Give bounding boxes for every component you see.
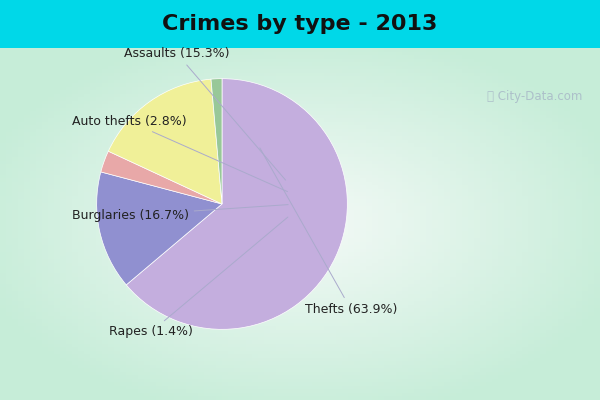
Text: Crimes by type - 2013: Crimes by type - 2013: [163, 14, 437, 34]
Text: Rapes (1.4%): Rapes (1.4%): [109, 217, 288, 338]
Text: ⓘ City-Data.com: ⓘ City-Data.com: [487, 90, 582, 103]
Text: Assaults (15.3%): Assaults (15.3%): [124, 47, 286, 180]
Wedge shape: [97, 172, 222, 285]
Wedge shape: [101, 151, 222, 204]
Text: Thefts (63.9%): Thefts (63.9%): [260, 148, 397, 316]
Text: Auto thefts (2.8%): Auto thefts (2.8%): [71, 115, 287, 192]
Wedge shape: [109, 79, 222, 204]
Wedge shape: [126, 79, 347, 329]
Text: Burglaries (16.7%): Burglaries (16.7%): [71, 205, 288, 222]
Wedge shape: [211, 79, 222, 204]
